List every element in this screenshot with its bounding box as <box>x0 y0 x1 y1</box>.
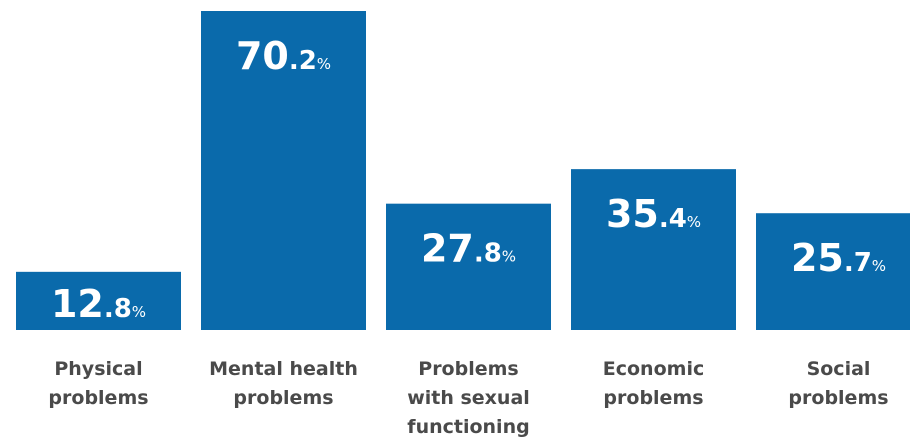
value-label-economic-problems: 35.4% <box>606 192 701 236</box>
category-label-economic-problems: Economic problems <box>603 358 704 409</box>
value-label-physical-problems: 12.8% <box>51 282 146 326</box>
bar-physical-problems <box>16 271 181 330</box>
category-label-social-problems: Social problems <box>788 358 888 409</box>
value-label-mental-health-problems: 70.2% <box>236 34 331 78</box>
value-label-problems-with-sexual-functioning: 27.8% <box>421 227 516 271</box>
category-label-physical-problems: Physical problems <box>48 358 148 409</box>
bar-economic-problems <box>571 169 736 330</box>
bar-problems-with-sexual-functioning <box>386 203 551 330</box>
bar-mental-health-problems <box>201 11 366 330</box>
value-label-social-problems: 25.7% <box>791 236 886 280</box>
category-label-mental-health-problems: Mental health problems <box>209 358 358 409</box>
category-label-problems-with-sexual-functioning: Problems with sexual functioning <box>407 358 530 438</box>
bar-social-problems <box>756 213 910 330</box>
